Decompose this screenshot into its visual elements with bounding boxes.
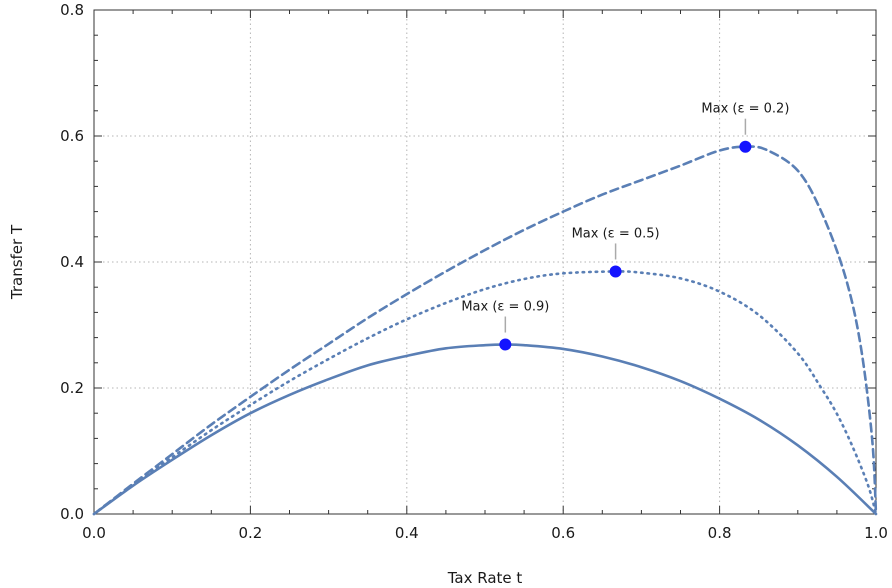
y-tick-label: 0.6 — [60, 127, 84, 145]
series-layer — [92, 145, 878, 516]
max-annotation-label: Max (ε = 0.9) — [461, 300, 549, 315]
max-annotation-label: Max (ε = 0.2) — [701, 102, 789, 117]
max-annotation-label: Max (ε = 0.5) — [572, 226, 660, 241]
max-point-marker — [609, 265, 622, 278]
series-line-dotted — [92, 270, 878, 516]
max-point-marker — [499, 338, 512, 351]
annotation-layer: Max (ε = 0.9) Max (ε = 0.5) Max (ε = 0.2) — [461, 102, 789, 351]
y-tick-label: 0.4 — [60, 253, 84, 271]
x-tick-label: 0.2 — [238, 524, 262, 542]
x-tick-label: 0.8 — [708, 524, 732, 542]
series-line-solid — [92, 343, 878, 516]
grid-layer — [94, 10, 876, 514]
tick-labels: 0.0 0.2 0.4 0.6 0.8 1.0 0.0 0.2 0.4 0.6 0.8 — [60, 1, 888, 542]
x-tick-label: 0.6 — [551, 524, 575, 542]
x-axis-label: Tax Rate t — [447, 569, 523, 587]
tick-marks — [93, 9, 877, 515]
y-axis-label: Transfer T — [8, 224, 26, 300]
y-tick-label: 0.2 — [60, 379, 84, 397]
max-point-marker — [739, 140, 752, 153]
x-tick-label: 0.4 — [395, 524, 419, 542]
series-line-dashed — [92, 145, 878, 516]
y-tick-label: 0.8 — [60, 1, 84, 19]
x-tick-label: 0.0 — [82, 524, 106, 542]
y-tick-label: 0.0 — [60, 505, 84, 523]
x-tick-label: 1.0 — [864, 524, 888, 542]
